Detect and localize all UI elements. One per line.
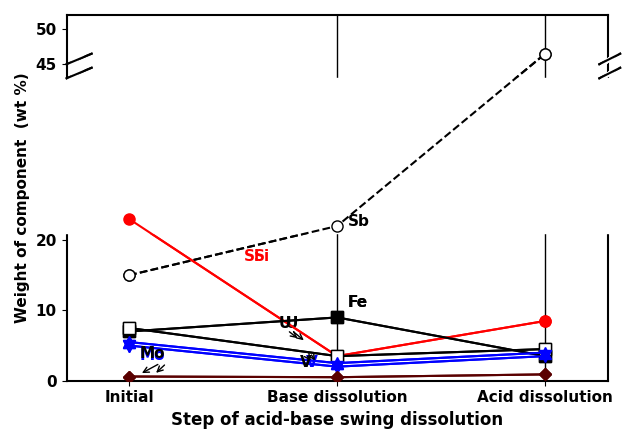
Text: Sb: Sb [347, 214, 370, 229]
Text: Si: Si [243, 249, 260, 264]
Text: V: V [300, 355, 311, 370]
Text: Fe: Fe [347, 295, 368, 310]
Text: Mo: Mo [139, 348, 165, 363]
Text: Fe: Fe [347, 295, 368, 310]
Y-axis label: Weight of component  (wt %): Weight of component (wt %) [15, 72, 30, 323]
Text: U: U [285, 316, 297, 331]
Text: Si: Si [254, 249, 270, 264]
Text: U: U [279, 316, 291, 331]
Text: Sb: Sb [347, 214, 370, 229]
Bar [63, 78, 614, 233]
X-axis label: Step of acid-base swing dissolution: Step of acid-base swing dissolution [171, 411, 503, 429]
Text: Mo: Mo [139, 346, 165, 361]
Text: V: V [306, 355, 318, 370]
